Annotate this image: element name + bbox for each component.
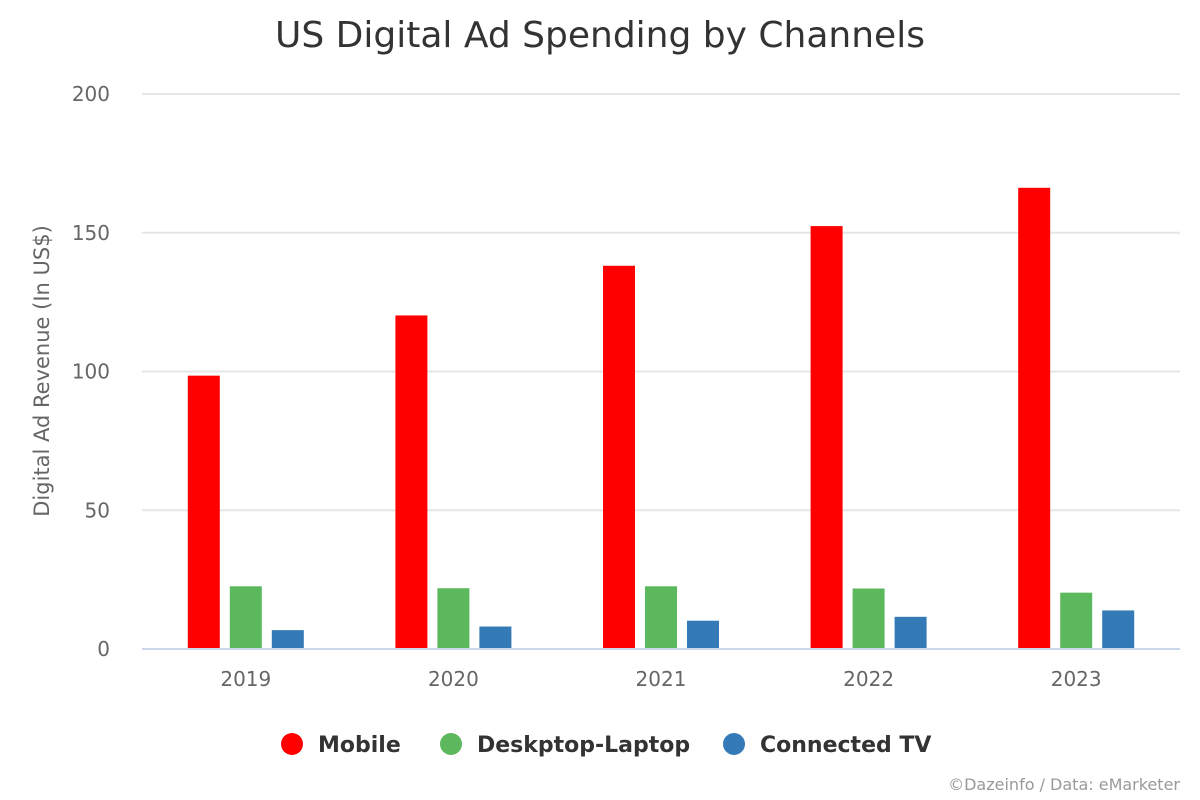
bar-deskptop-laptop-2020[interactable]: [437, 588, 470, 649]
x-tick-label: 2023: [1051, 667, 1102, 691]
legend-marker: [723, 733, 745, 755]
bar-connected-tv-2021[interactable]: [687, 620, 719, 649]
bar-mobile-2022[interactable]: [810, 226, 843, 649]
legend-label: Deskptop-Laptop: [477, 733, 690, 758]
bar-mobile-2020[interactable]: [395, 315, 428, 649]
legend-item-connected-tv[interactable]: Connected TV: [723, 733, 931, 758]
bars: [187, 187, 1135, 650]
chart-title: US Digital Ad Spending by Channels: [275, 15, 925, 56]
x-tick-label: 2020: [428, 667, 479, 691]
bar-mobile-2023[interactable]: [1018, 187, 1051, 650]
y-tick-label: 150: [72, 221, 110, 245]
y-axis-label: Digital Ad Revenue (In US$): [30, 225, 54, 517]
x-tick-label: 2019: [220, 667, 271, 691]
legend-label: Mobile: [318, 733, 401, 758]
x-axis-ticks: 2019 2020 2021 2022 2023: [220, 667, 1101, 691]
x-tick-label: 2021: [636, 667, 687, 691]
credits-text[interactable]: ©Dazeinfo / Data: eMarketer: [948, 775, 1180, 794]
legend: Mobile Deskptop-Laptop Connected TV: [281, 733, 931, 758]
legend-marker: [440, 733, 462, 755]
bar-connected-tv-2020[interactable]: [479, 626, 512, 649]
bar-deskptop-laptop-2022[interactable]: [852, 588, 885, 649]
grid-lines: [142, 93, 1180, 512]
x-tick-label: 2022: [843, 667, 894, 691]
legend-item-mobile[interactable]: Mobile: [281, 733, 401, 758]
bar-deskptop-laptop-2019[interactable]: [229, 586, 262, 649]
bar-connected-tv-2019[interactable]: [271, 630, 304, 649]
legend-marker: [281, 733, 303, 755]
y-tick-label: 50: [85, 498, 110, 522]
bar-connected-tv-2023[interactable]: [1102, 610, 1135, 649]
bar-connected-tv-2022[interactable]: [894, 616, 927, 649]
y-tick-label: 100: [72, 360, 110, 384]
y-axis-ticks: 0 50 100 150 200: [72, 82, 110, 661]
bar-deskptop-laptop-2023[interactable]: [1060, 592, 1093, 649]
bar-mobile-2021[interactable]: [603, 265, 635, 649]
bar-mobile-2019[interactable]: [187, 375, 220, 649]
bar-deskptop-laptop-2021[interactable]: [645, 586, 677, 649]
legend-label: Connected TV: [760, 733, 931, 758]
y-tick-label: 0: [97, 637, 110, 661]
y-tick-label: 200: [72, 82, 110, 106]
legend-item-deskptop-laptop[interactable]: Deskptop-Laptop: [440, 733, 690, 758]
